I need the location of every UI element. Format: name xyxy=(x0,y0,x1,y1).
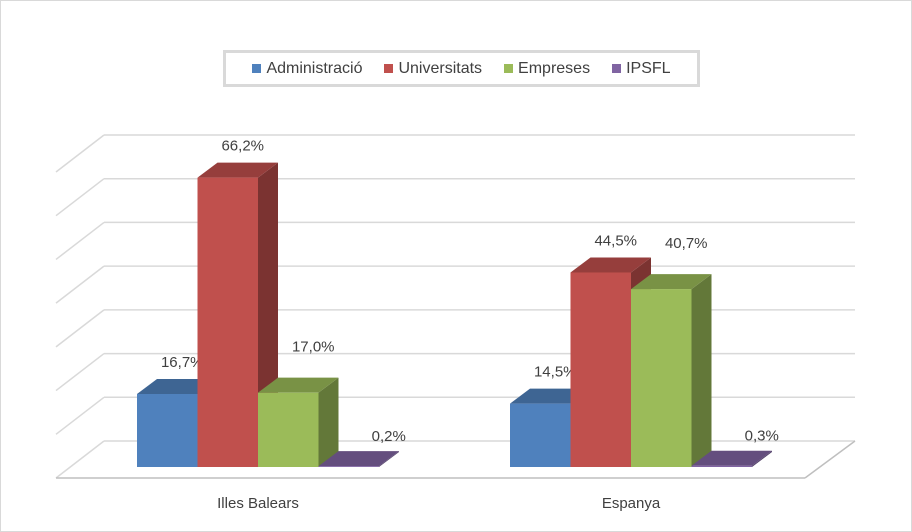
legend-label: Empreses xyxy=(518,59,591,77)
data-label: 40,7% xyxy=(665,235,708,252)
bar-side xyxy=(318,377,339,467)
legend-label: IPSFL xyxy=(626,59,671,77)
category-label: Espanya xyxy=(602,495,661,512)
gridline-side xyxy=(55,134,105,173)
legend-swatch xyxy=(612,64,622,73)
bar-side xyxy=(752,450,772,467)
bar-top xyxy=(258,377,339,393)
gridline-side xyxy=(55,396,105,435)
bar-top xyxy=(631,274,712,290)
bar xyxy=(570,272,631,467)
gridline-side xyxy=(55,265,105,304)
legend-item: Administració xyxy=(252,60,362,78)
gridline-side xyxy=(55,309,105,348)
bar-top xyxy=(137,378,218,394)
bar-side xyxy=(691,274,712,467)
bar xyxy=(137,393,198,467)
bar xyxy=(631,289,692,467)
bar-top xyxy=(197,162,278,178)
gridline-side xyxy=(55,352,105,392)
bar xyxy=(510,403,571,467)
bar xyxy=(318,466,379,467)
bar-side xyxy=(379,451,399,467)
data-label: 66,2% xyxy=(221,138,264,155)
floor-right-edge xyxy=(804,440,856,479)
legend-swatch xyxy=(384,64,394,73)
legend-item: Universitats xyxy=(384,60,482,78)
data-label: 16,7% xyxy=(161,354,204,371)
bar xyxy=(258,392,319,467)
legend-label: Universitats xyxy=(398,59,483,77)
bar-top xyxy=(691,450,772,466)
data-label: 0,3% xyxy=(745,428,779,445)
gridline-side xyxy=(55,221,105,261)
data-label: 17,0% xyxy=(292,339,335,356)
legend-swatch xyxy=(252,64,262,73)
bar-top xyxy=(570,257,651,273)
legend-label: Administració xyxy=(266,59,363,77)
gridline-side xyxy=(55,440,105,479)
data-label: 44,5% xyxy=(594,232,637,249)
legend-item: Empreses xyxy=(504,60,590,78)
legend-item: IPSFL xyxy=(612,59,671,78)
legend: Administració Universitats Empreses IPSF… xyxy=(223,50,700,87)
bar-top xyxy=(318,451,399,467)
gridline-side xyxy=(55,178,105,217)
data-label: 14,5% xyxy=(534,364,577,381)
bar-top xyxy=(510,388,591,404)
legend-swatch xyxy=(504,64,514,73)
data-label: 0,2% xyxy=(372,428,406,445)
bar xyxy=(691,465,752,467)
category-label: Illes Balears xyxy=(217,495,299,512)
bar xyxy=(197,177,258,467)
